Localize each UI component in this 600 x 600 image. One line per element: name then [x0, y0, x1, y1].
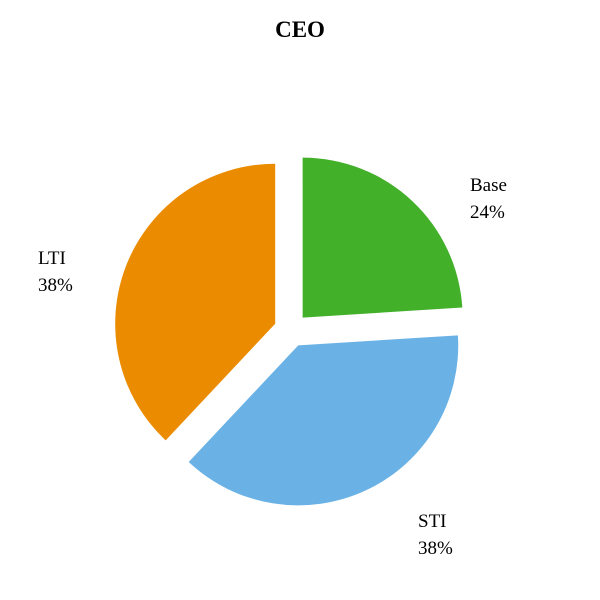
pie-slice-lti	[115, 163, 276, 441]
pie-slice-sti	[188, 335, 459, 506]
label-base-value: 24%	[470, 202, 505, 223]
label-lti: LTI 38%	[38, 245, 73, 299]
label-lti-name: LTI	[38, 248, 66, 269]
chart-title: CEO	[275, 17, 325, 42]
label-sti: STI 38%	[418, 508, 453, 562]
label-base-name: Base	[470, 175, 507, 196]
label-sti-value: 38%	[418, 538, 453, 559]
label-base: Base 24%	[470, 172, 507, 226]
pie-slice-base	[302, 157, 463, 318]
label-sti-name: STI	[418, 511, 447, 532]
label-lti-value: 38%	[38, 275, 73, 296]
